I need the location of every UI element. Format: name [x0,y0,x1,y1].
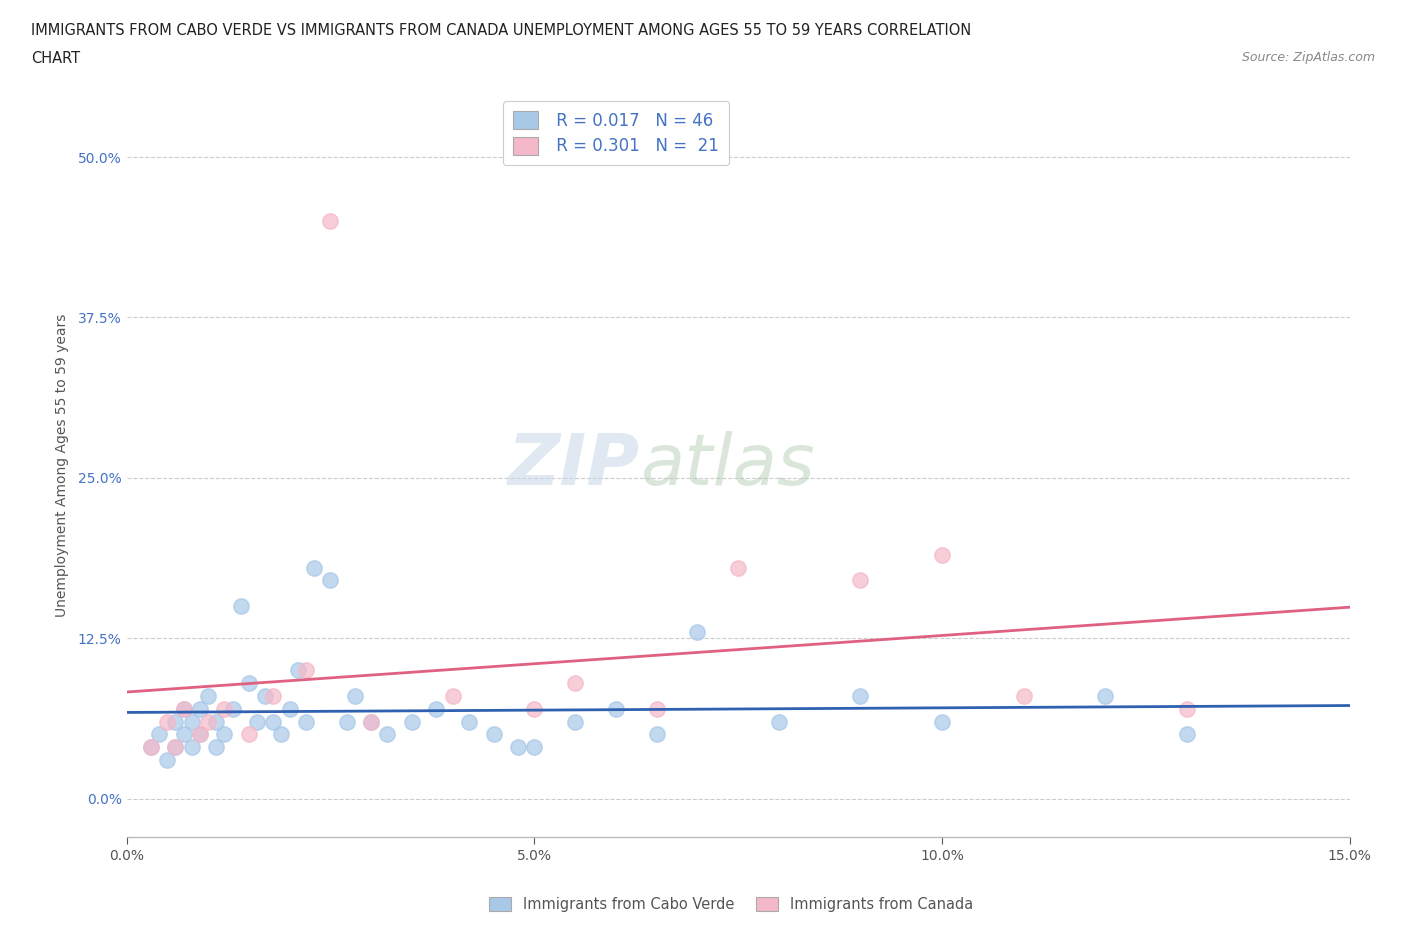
Point [270,727,292,742]
Point [188,701,211,716]
Point [156,714,179,729]
Point [1012,688,1035,703]
Point [458,714,481,729]
Point [1175,701,1198,716]
Point [188,727,211,742]
Point [336,714,359,729]
Point [197,714,219,729]
Point [343,688,366,703]
Point [205,739,228,754]
Point [360,714,382,729]
Point [319,214,342,229]
Point [931,548,953,563]
Text: CHART: CHART [31,51,80,66]
Point [319,573,342,588]
Point [401,714,423,729]
Point [278,701,301,716]
Text: Source: ZipAtlas.com: Source: ZipAtlas.com [1241,51,1375,64]
Legend: Immigrants from Cabo Verde, Immigrants from Canada: Immigrants from Cabo Verde, Immigrants f… [484,891,979,918]
Point [295,714,318,729]
Point [214,727,236,742]
Point [180,714,202,729]
Point [295,663,318,678]
Point [188,727,211,742]
Legend:  R = 0.017   N = 46,  R = 0.301   N =  21: R = 0.017 N = 46, R = 0.301 N = 21 [503,101,728,166]
Point [302,560,325,575]
Point [246,714,269,729]
Point [156,752,179,767]
Point [238,675,260,690]
Point [727,560,749,575]
Point [197,688,219,703]
Point [165,714,187,729]
Point [482,727,505,742]
Point [931,714,953,729]
Point [148,727,170,742]
Point [214,701,236,716]
Point [377,727,399,742]
Point [238,727,260,742]
Point [221,701,243,716]
Point [173,701,195,716]
Point [1175,727,1198,742]
Point [849,688,872,703]
Point [686,624,709,639]
Point [645,727,668,742]
Point [605,701,627,716]
Y-axis label: Unemployment Among Ages 55 to 59 years: Unemployment Among Ages 55 to 59 years [55,313,69,617]
Point [180,739,202,754]
Text: atlas: atlas [640,431,815,499]
Point [441,688,464,703]
Text: IMMIGRANTS FROM CABO VERDE VS IMMIGRANTS FROM CANADA UNEMPLOYMENT AMONG AGES 55 : IMMIGRANTS FROM CABO VERDE VS IMMIGRANTS… [31,23,972,38]
Point [165,739,187,754]
Point [768,714,790,729]
Point [523,739,546,754]
Point [1094,688,1116,703]
Point [173,701,195,716]
Point [262,714,284,729]
Point [360,714,382,729]
Point [254,688,277,703]
Point [564,714,586,729]
Point [645,701,668,716]
Point [139,739,162,754]
Point [287,663,309,678]
Point [139,739,162,754]
Point [849,573,872,588]
Point [564,675,586,690]
Point [425,701,447,716]
Point [205,714,228,729]
Point [229,599,252,614]
Point [262,688,284,703]
Point [165,739,187,754]
Point [506,739,529,754]
Point [523,701,546,716]
Point [173,727,195,742]
Text: ZIP: ZIP [508,431,640,499]
